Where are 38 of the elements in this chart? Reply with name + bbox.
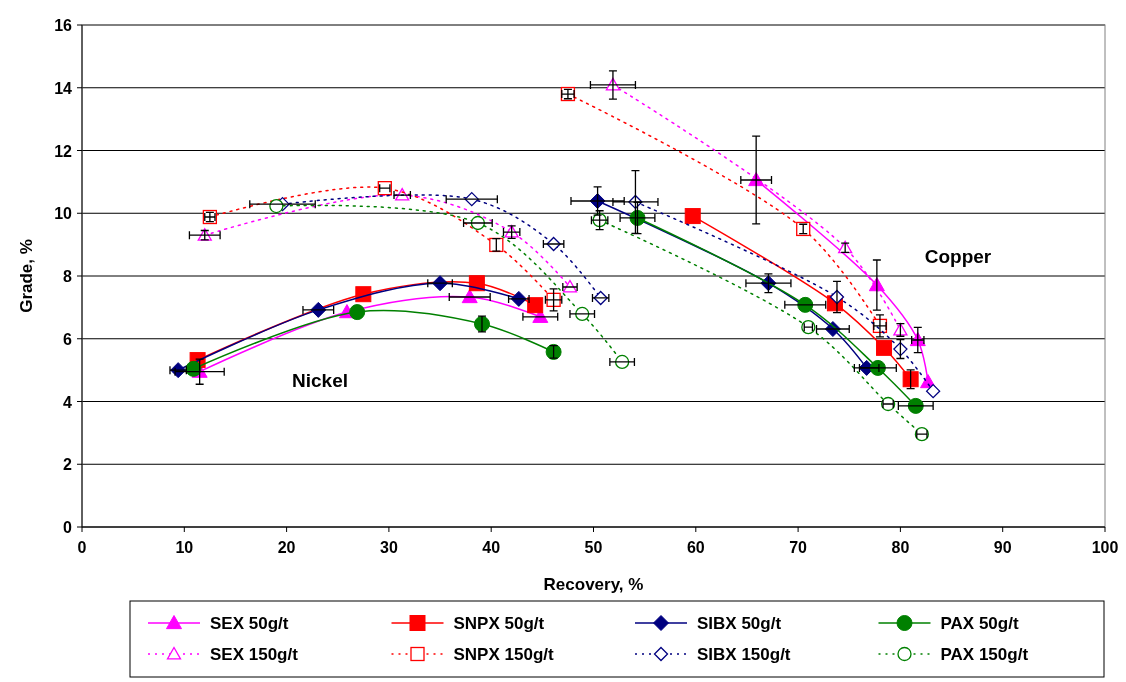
x-tick-label: 60 [686,539,705,556]
point [925,384,941,399]
x-tick-label: 90 [993,539,1012,556]
x-tick-label: 100 [1091,539,1119,556]
annotation: Copper [924,246,992,267]
y-tick-label: 2 [63,456,73,474]
legend-label: SIBX 150g/t [697,645,791,664]
y-tick-label: 12 [54,142,73,160]
x-tick-label: 80 [891,539,910,556]
x-tick-label: 50 [584,539,603,556]
y-tick-label: 10 [54,205,73,223]
legend-label: PAX 150g/t [940,645,1029,664]
y-tick-label: 14 [54,79,73,97]
y-tick-label: 4 [63,393,73,411]
point [684,208,701,225]
x-tick-label: 40 [482,539,501,556]
y-axis-title: Grade, % [17,239,36,313]
x-tick-label: 70 [789,539,808,556]
x-tick-label: 0 [77,539,87,556]
y-tick-label: 0 [63,519,73,536]
point [876,339,893,356]
x-axis-title: Recovery, % [543,575,644,594]
point [269,198,284,214]
x-tick-label: 10 [175,539,194,556]
x-tick-label: 30 [380,539,398,556]
legend-label: SNPX 150g/t [453,645,554,664]
legend-label: SNPX 50g/t [453,614,545,633]
x-tick-label: 20 [277,539,296,556]
point [527,297,544,314]
y-tick-label: 16 [54,17,73,34]
y-tick-label: 6 [63,330,73,348]
y-tick-label: 8 [63,268,73,285]
annotation: Nickel [292,370,348,391]
legend-label: SEX 50g/t [210,614,289,633]
legend-label: PAX 50g/t [940,614,1019,633]
legend-label: SEX 150g/t [210,645,299,664]
point [349,304,366,321]
legend-label: SIBX 50g/t [697,614,782,633]
